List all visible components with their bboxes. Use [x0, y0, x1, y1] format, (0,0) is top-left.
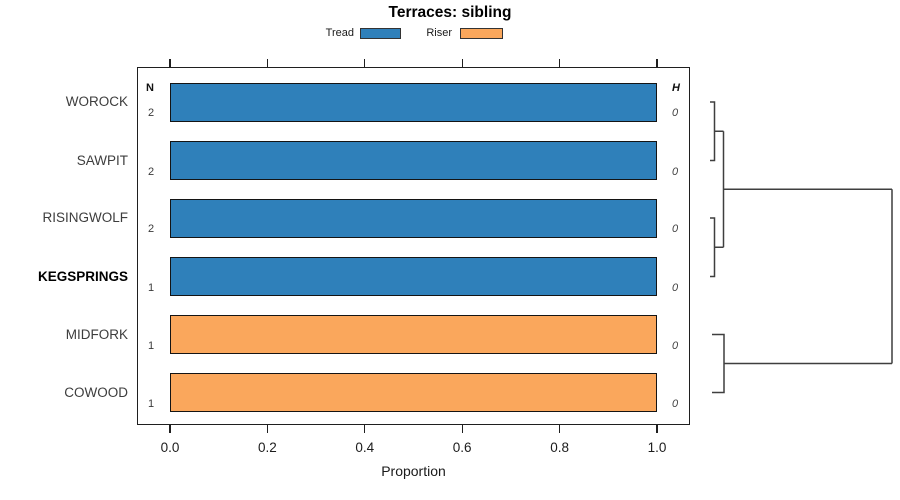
h-column-header: H	[672, 82, 680, 94]
category-label-kegsprings: KEGSPRINGS	[37, 268, 128, 284]
axis-tick-bottom	[169, 425, 171, 433]
axis-tick-top	[461, 59, 463, 67]
axis-tick-bottom	[364, 425, 366, 433]
axis-tick-bottom	[656, 425, 658, 433]
n-value-kegsprings: 1	[147, 281, 155, 294]
category-label-sawpit: SAWPIT	[76, 152, 128, 168]
bar-kegsprings	[170, 257, 657, 296]
x-tick-label-0.0: 0.0	[160, 440, 180, 455]
chart-title: Terraces: sibling	[388, 4, 512, 21]
bar-midfork	[170, 315, 657, 354]
legend-swatch-tread	[360, 28, 401, 39]
axis-tick-bottom	[266, 425, 268, 433]
category-label-worock: WOROCK	[65, 94, 128, 109]
axis-tick-top	[656, 59, 658, 67]
dendrogram-lines	[710, 101, 893, 394]
h-value-cowood: 0	[671, 397, 679, 410]
category-label-midfork: MIDFORK	[65, 326, 128, 342]
h-value-midfork: 0	[671, 339, 679, 352]
bar-worock	[170, 82, 657, 122]
x-tick-label-0.8: 0.8	[550, 440, 569, 455]
n-value-cowood: 1	[147, 397, 155, 410]
n-value-risingwolf: 2	[147, 223, 155, 235]
legend-label-riser: Riser	[426, 27, 452, 39]
x-tick-label-0.4: 0.4	[355, 440, 375, 455]
x-axis-label: Proportion	[381, 463, 446, 479]
x-tick-label-1.0: 1.0	[647, 440, 667, 455]
x-tick-label-0.2: 0.2	[258, 440, 277, 455]
legend-label-tread: Tread	[325, 27, 354, 39]
h-value-sawpit: 0	[671, 165, 679, 178]
category-label-cowood: COWOOD	[64, 384, 128, 400]
axis-tick-top	[559, 59, 561, 67]
n-value-worock: 2	[147, 107, 155, 119]
axis-tick-bottom	[559, 425, 561, 433]
plot-frame	[137, 67, 690, 425]
h-value-kegsprings: 0	[671, 281, 679, 294]
n-value-midfork: 1	[147, 339, 155, 352]
category-label-risingwolf: RISINGWOLF	[42, 210, 128, 225]
n-column-header: N	[146, 82, 154, 94]
bar-cowood	[170, 373, 657, 412]
h-value-risingwolf: 0	[671, 223, 679, 235]
axis-tick-top	[266, 59, 268, 67]
n-value-sawpit: 2	[147, 165, 155, 178]
x-tick-label-0.6: 0.6	[452, 440, 472, 455]
axis-tick-top	[364, 59, 366, 67]
h-value-worock: 0	[671, 107, 679, 119]
axis-tick-top	[169, 59, 171, 67]
bar-risingwolf	[170, 198, 657, 238]
legend-swatch-riser	[460, 28, 503, 39]
bar-sawpit	[170, 141, 657, 180]
axis-tick-bottom	[461, 425, 463, 433]
